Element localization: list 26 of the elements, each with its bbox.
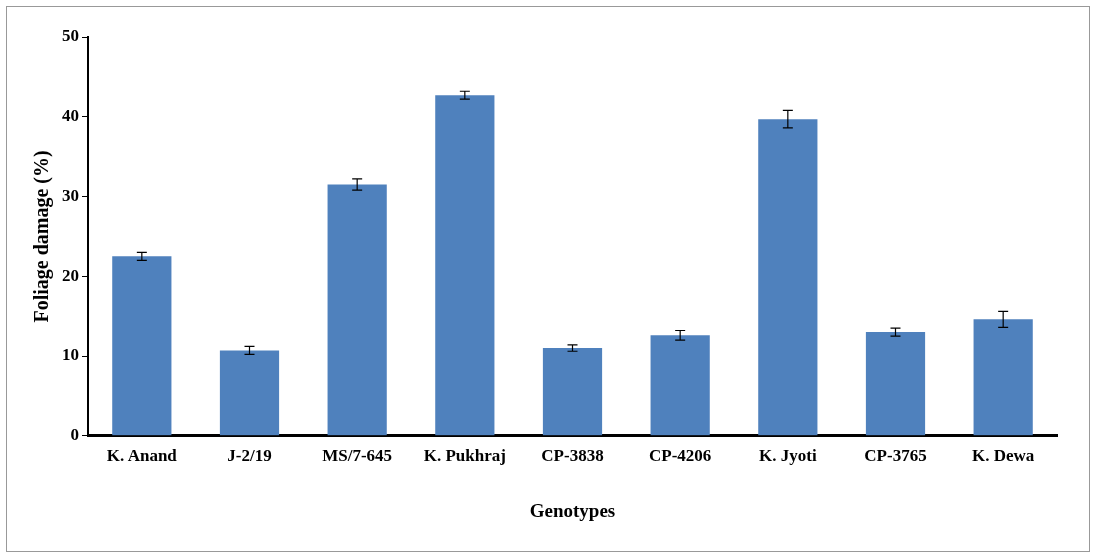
- x-tick-label: K. Jyoti: [759, 446, 817, 466]
- x-tick-label: CP-3838: [541, 446, 604, 466]
- x-tick-label: CP-3765: [864, 446, 927, 466]
- bar: [327, 184, 387, 436]
- y-tick-label: 20: [62, 265, 79, 285]
- bar: [865, 332, 926, 436]
- y-tick-label: 50: [62, 26, 79, 46]
- bar: [758, 119, 818, 436]
- bar: [112, 256, 172, 436]
- bar: [542, 348, 603, 436]
- bar: [219, 350, 280, 436]
- x-tick-label: J-2/19: [227, 446, 272, 466]
- y-tick-label: 0: [70, 425, 79, 445]
- x-tick-label: K. Anand: [106, 446, 178, 466]
- x-tick-label: K. Dewa: [972, 446, 1035, 466]
- y-tick-label: 10: [62, 345, 79, 365]
- x-axis-title: Genotypes: [529, 499, 616, 521]
- x-tick-label: K. Pukhraj: [423, 446, 506, 466]
- x-tick-label: CP-4206: [649, 446, 712, 466]
- x-tick-label: MS/7-645: [322, 446, 393, 466]
- bar: [650, 335, 710, 436]
- bar: [973, 319, 1033, 436]
- bar: [435, 95, 495, 436]
- y-axis-title: Foliage damage (%): [30, 150, 54, 323]
- y-tick-label: 30: [62, 185, 79, 205]
- y-tick-label: 40: [62, 106, 79, 126]
